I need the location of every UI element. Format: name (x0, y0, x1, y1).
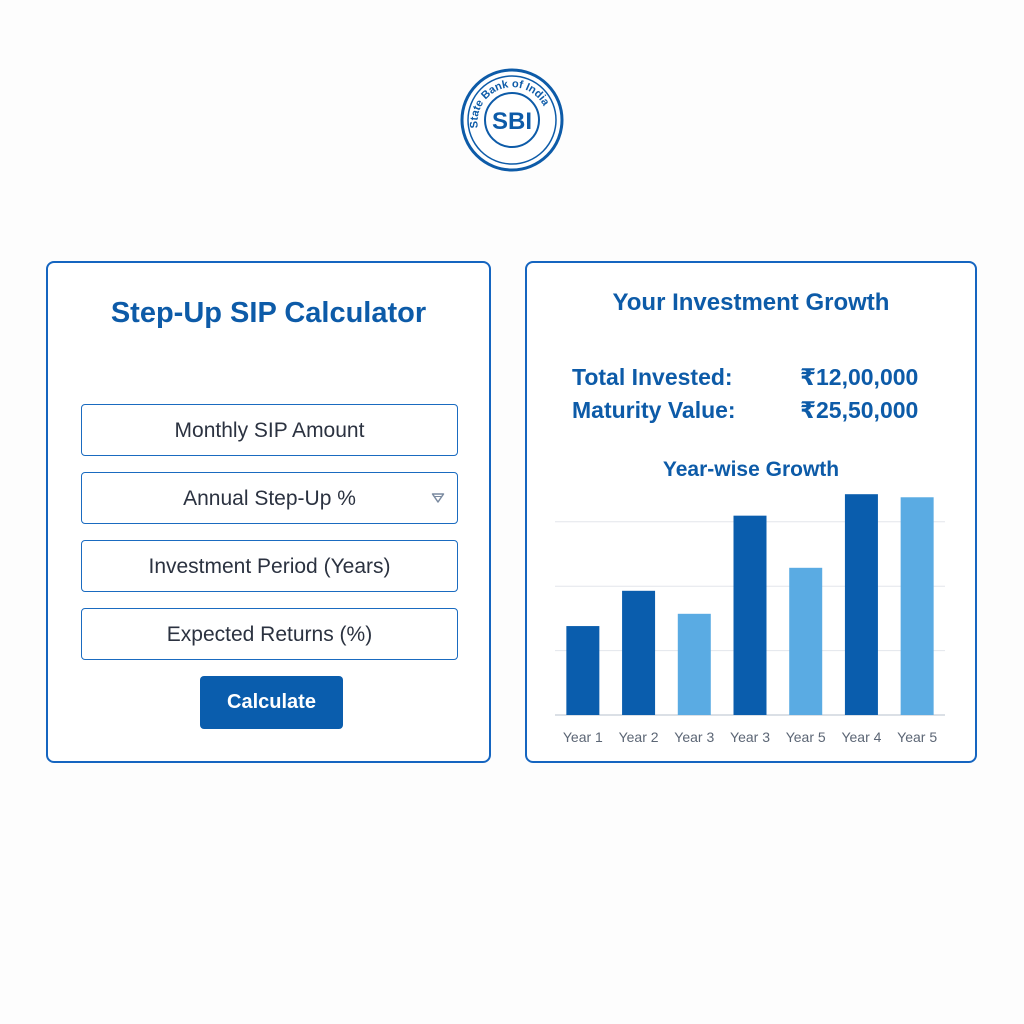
year-wise-growth-chart: Year 1 Year 2 Year 3 Year 3 Year 5 Year 4 Year… (555, 494, 945, 745)
x-tick-label: Year 5 (897, 729, 937, 745)
monthly-sip-amount-field[interactable]: Monthly SIP Amount (81, 404, 458, 456)
calculator-title: Step-Up SIP Calculator (110, 297, 427, 329)
calculate-button[interactable]: Calculate (200, 676, 343, 729)
field-label: Monthly SIP Amount (174, 418, 365, 442)
logo-text: SBI (492, 108, 532, 135)
chart-bar (844, 494, 878, 715)
x-tick-label: Year 3 (674, 729, 714, 745)
chart-bar (622, 590, 656, 715)
x-tick-label: Year 3 (730, 729, 770, 745)
expected-returns-field[interactable]: Expected Returns (%) (81, 608, 458, 660)
total-invested-value: ₹12,00,000 (800, 364, 919, 390)
maturity-value-value: ₹25,50,000 (800, 397, 919, 423)
annual-step-up-select[interactable]: Annual Step-Up % (81, 472, 458, 524)
maturity-value-label: Maturity Value: (572, 397, 736, 423)
chart-bar (566, 626, 600, 715)
chevron-down-icon[interactable] (431, 492, 445, 504)
total-invested-label: Total Invested: (572, 364, 733, 390)
field-label: Investment Period (Years) (148, 554, 391, 578)
sbi-logo: State Bank of India SBI (460, 68, 564, 172)
x-tick-label: Year 2 (619, 729, 659, 745)
calculator-panel: Step-Up SIP Calculator Monthly SIP Amoun… (46, 261, 491, 763)
chart-bar (900, 497, 934, 715)
x-tick-label: Year 5 (786, 729, 826, 745)
field-label: Expected Returns (%) (166, 622, 373, 646)
growth-panel: Your Investment Growth Total Invested: ₹… (525, 261, 977, 763)
investment-period-field[interactable]: Investment Period (Years) (81, 540, 458, 592)
field-label: Annual Step-Up % (183, 486, 356, 510)
growth-title: Your Investment Growth (612, 289, 890, 316)
chart-bar (733, 515, 767, 715)
x-tick-label: Year 1 (563, 729, 603, 745)
chart-bar (677, 613, 711, 715)
chart-bar (789, 567, 823, 715)
x-tick-label: Year 4 (841, 729, 881, 745)
chart-title: Year-wise Growth (662, 458, 840, 481)
